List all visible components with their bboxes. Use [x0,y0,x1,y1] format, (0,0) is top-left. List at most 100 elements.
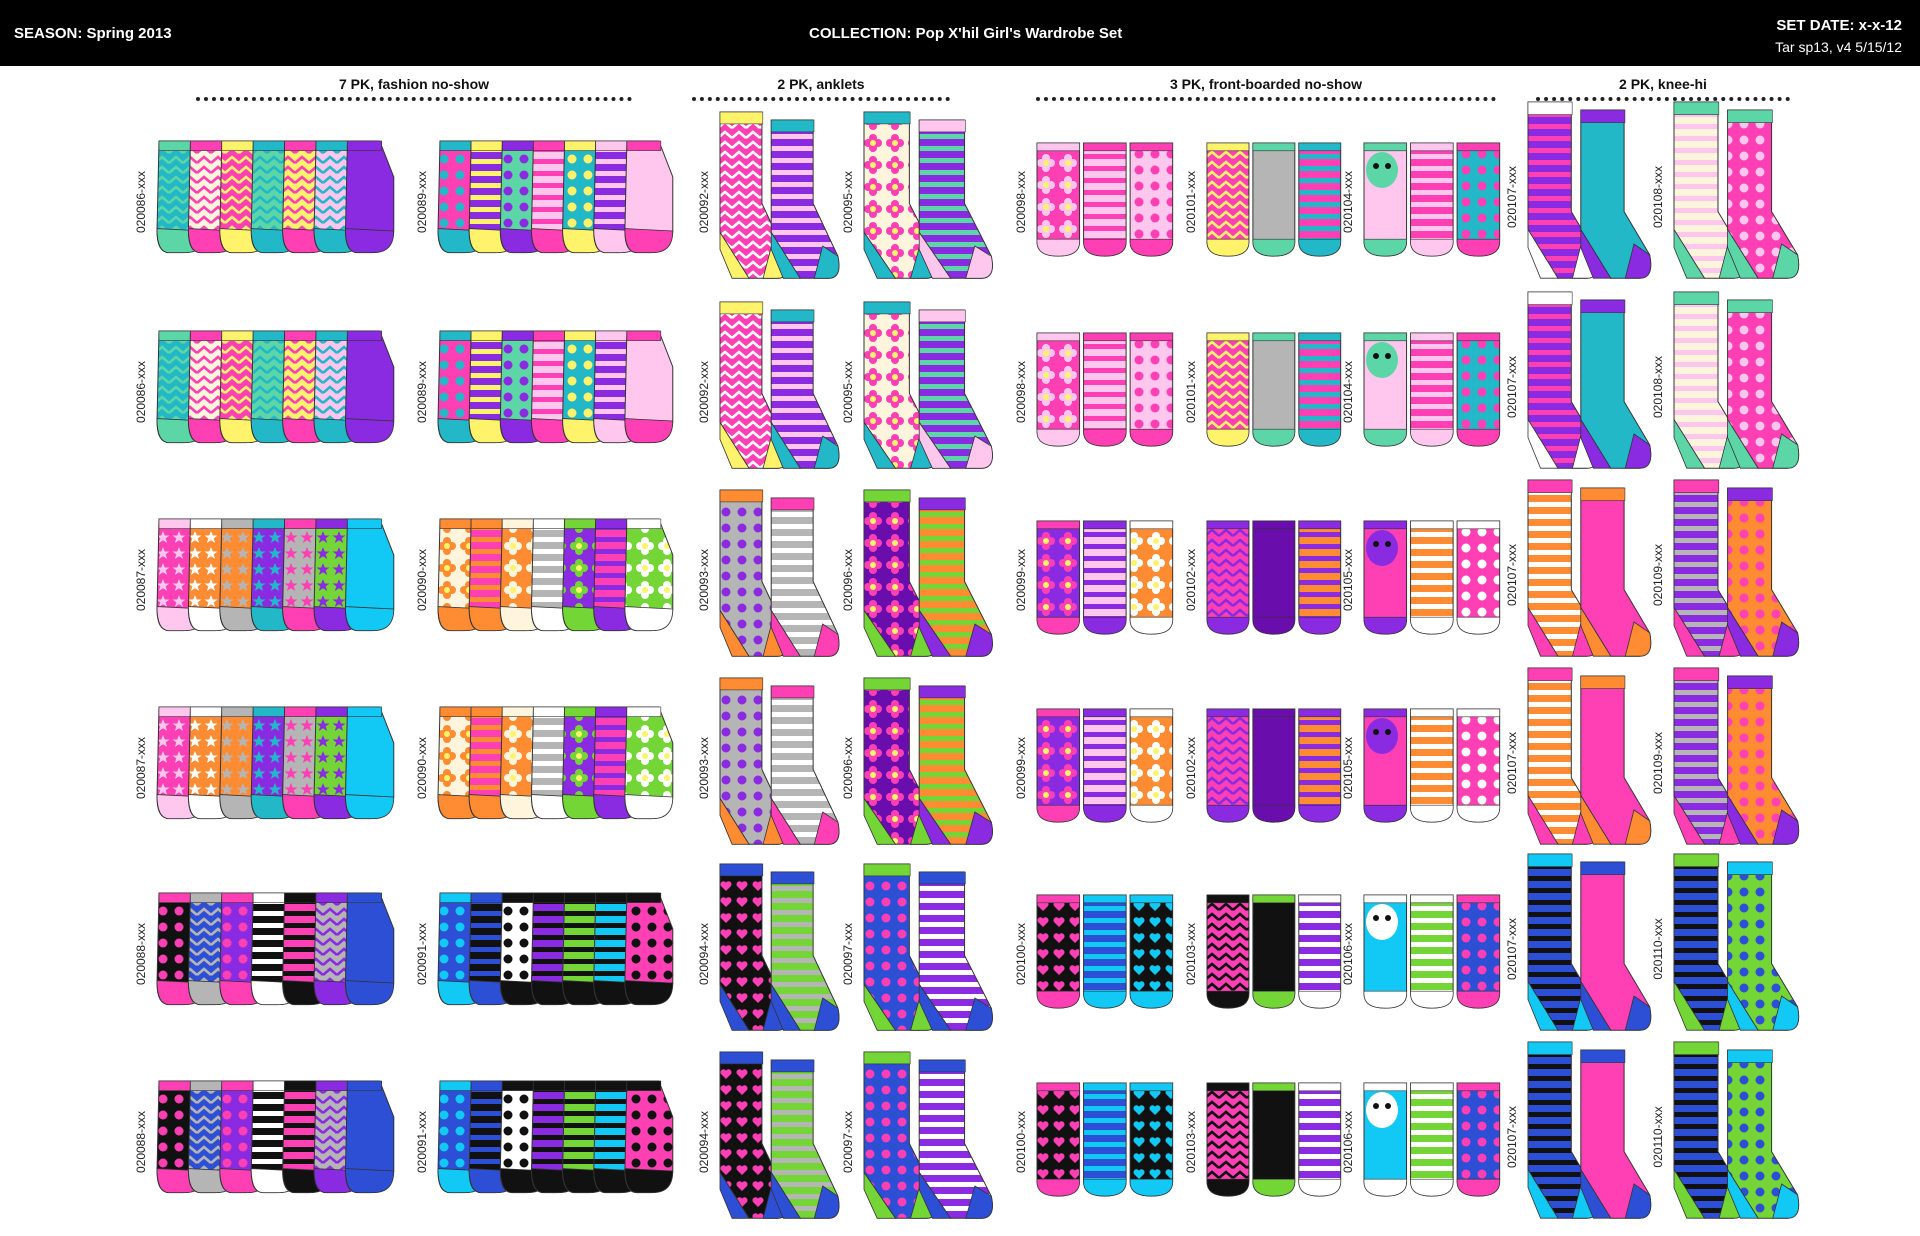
sock-pack: 020108-xxx [1651,100,1806,280]
sock [1456,520,1501,635]
sock [1727,487,1800,657]
sock [624,1080,674,1194]
section-label: 2 PK, anklets [777,76,865,92]
sock [1298,142,1342,257]
style-number: 020091-xxx [415,922,429,986]
sock [624,330,674,444]
sock-pack: 020097-xxx [841,1050,1000,1220]
sock [1206,708,1250,823]
sock [1456,708,1501,823]
sock [1363,142,1408,257]
sock-pack: 020103-xxx [1184,1070,1345,1200]
sock-illustration [1036,894,1174,1009]
sock [1252,708,1296,823]
sock-pack: 020090-xxx [415,701,674,821]
sock [1298,520,1342,635]
style-number: 020089-xxx [415,360,429,424]
sock [1410,332,1454,447]
sock [1206,894,1250,1009]
sock-illustration [1673,101,1800,279]
sock-illustration [863,677,993,845]
sock [1456,332,1501,447]
sock-illustration [1036,520,1174,635]
sock-pack: 020096-xxx [841,676,1000,846]
sock-illustration [156,518,395,632]
sock-pack: 020104-xxx [1341,130,1504,260]
sock [918,1059,993,1219]
sock [1083,708,1127,823]
header-bar: SEASON: Spring 2013 COLLECTION: Pop X'hi… [0,0,1920,66]
sock-illustration [156,140,395,254]
style-number: 020105-xxx [1341,548,1355,612]
sock [1727,109,1800,279]
sock-illustration [156,892,395,1006]
sock-illustration [1206,894,1342,1009]
sock-illustration [719,1051,840,1219]
sock-pack: 020110-xxx [1651,852,1806,1032]
sock-illustration [156,706,395,820]
sock-illustration [1527,291,1652,469]
style-number: 020100-xxx [1014,922,1028,986]
sock-illustration [719,111,840,279]
sock [770,497,840,657]
sock-illustration [1206,332,1342,447]
sock [1727,861,1800,1031]
sock [344,330,395,444]
sock-illustration [437,140,674,254]
sock-pack: 020089-xxx [415,325,674,445]
sock [1580,1049,1652,1219]
style-number: 020104-xxx [1341,360,1355,424]
sock-pack: 020106-xxx [1341,882,1504,1012]
sock-illustration [1527,101,1652,279]
sock [1206,142,1250,257]
style-number: 020098-xxx [1014,170,1028,234]
style-number: 020095-xxx [841,360,855,424]
style-number: 020094-xxx [697,1110,711,1174]
sock [1129,332,1174,447]
style-number: 020110-xxx [1651,1106,1665,1168]
sock [918,497,993,657]
style-number: 020107-xxx [1505,543,1519,607]
sock-pack: 020096-xxx [841,488,1000,658]
style-number: 020101-xxx [1184,170,1198,234]
sock-pack: 020105-xxx [1341,508,1504,638]
sock [770,871,840,1031]
sock [1363,894,1408,1009]
sock-illustration [863,489,993,657]
sock [344,518,395,632]
section-label: 3 PK, front-boarded no-show [1169,76,1363,92]
sock [1036,142,1081,257]
sock-pack: 020086-xxx [134,135,395,255]
sock-pack: 020086-xxx [134,325,395,445]
style-number: 020103-xxx [1184,1110,1198,1174]
section-dotted-rule [196,97,632,101]
sock [1129,894,1174,1009]
sock [1206,332,1250,447]
sock [1580,487,1652,657]
sock-illustration [1206,708,1342,823]
sock [344,706,395,820]
sock-pack: 020095-xxx [841,110,1000,280]
sock-illustration [1527,853,1652,1031]
style-number: 020107-xxx [1505,165,1519,229]
sock-pack: 020108-xxx [1651,290,1806,470]
sock-illustration [1363,332,1501,447]
sock [1252,894,1296,1009]
sock-pack: 020095-xxx [841,300,1000,470]
sock-illustration [863,863,993,1031]
section-label: 2 PK, knee-hi [1619,76,1707,92]
style-number: 020102-xxx [1184,548,1198,612]
style-number: 020091-xxx [415,1110,429,1174]
sock-pack: 020107-xxx [1505,852,1658,1032]
sock [1129,520,1174,635]
sock-pack: 020100-xxx [1014,1070,1177,1200]
sock-illustration [1206,1082,1342,1197]
sock-pack: 020092-xxx [697,300,846,470]
sock [1036,1082,1081,1197]
sock [1298,708,1342,823]
style-number: 020108-xxx [1651,355,1665,419]
sock-pack: 020102-xxx [1184,696,1345,826]
sock-pack: 020107-xxx [1505,666,1658,846]
style-number: 020092-xxx [697,360,711,424]
